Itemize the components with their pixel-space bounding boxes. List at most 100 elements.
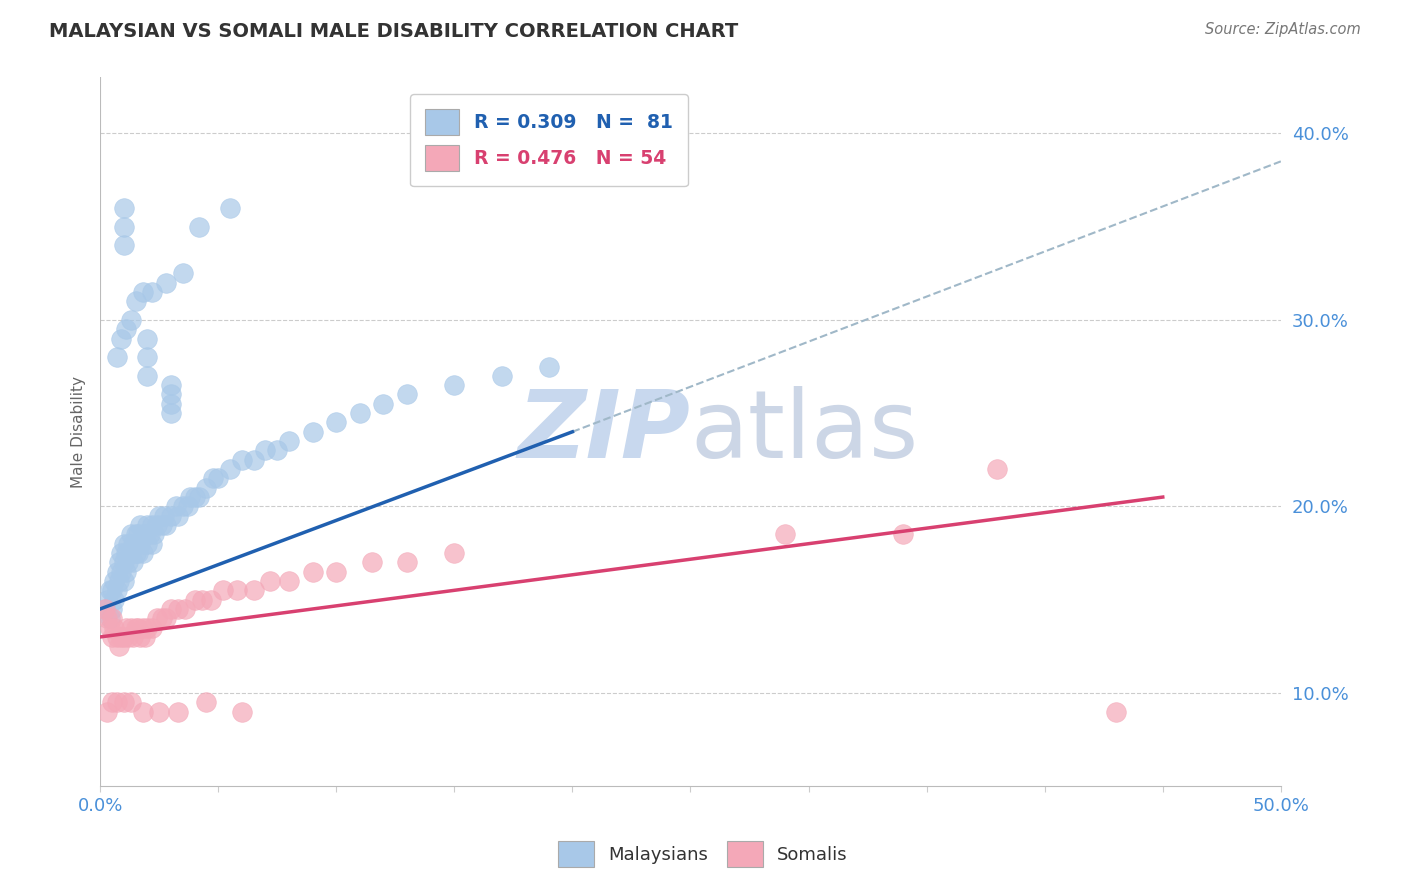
Point — [891, 527, 914, 541]
Point — [183, 592, 205, 607]
Point — [103, 621, 125, 635]
Text: atlas: atlas — [690, 386, 918, 478]
Point — [212, 583, 235, 598]
Point — [136, 621, 159, 635]
Point — [105, 350, 128, 364]
Point — [301, 425, 323, 439]
Text: ZIP: ZIP — [517, 386, 690, 478]
Point — [179, 490, 201, 504]
Point — [120, 546, 142, 560]
Point — [172, 266, 194, 280]
Point — [136, 332, 159, 346]
Point — [101, 602, 124, 616]
Point — [141, 621, 163, 635]
Point — [105, 583, 128, 598]
Point — [360, 555, 382, 569]
Point — [105, 565, 128, 579]
Point — [150, 518, 173, 533]
Point — [98, 621, 121, 635]
Point — [231, 705, 253, 719]
Point — [349, 406, 371, 420]
Point — [120, 313, 142, 327]
Point — [115, 565, 138, 579]
Point — [155, 611, 177, 625]
Point — [167, 705, 190, 719]
Point — [443, 546, 465, 560]
Point — [278, 434, 301, 449]
Point — [259, 574, 281, 588]
Point — [986, 462, 1008, 476]
Point — [155, 276, 177, 290]
Point — [110, 546, 132, 560]
Point — [491, 368, 513, 383]
Point — [146, 611, 169, 625]
Point — [115, 322, 138, 336]
Point — [112, 219, 135, 234]
Point — [131, 705, 153, 719]
Point — [373, 397, 395, 411]
Point — [202, 471, 225, 485]
Point — [226, 583, 249, 598]
Point — [96, 705, 118, 719]
Point — [127, 527, 149, 541]
Point — [160, 602, 183, 616]
Point — [136, 537, 159, 551]
Legend: Malaysians, Somalis: Malaysians, Somalis — [551, 834, 855, 874]
Point — [117, 630, 139, 644]
Point — [1104, 705, 1126, 719]
Point — [94, 602, 117, 616]
Point — [136, 350, 159, 364]
Point — [773, 527, 796, 541]
Point — [143, 527, 166, 541]
Point — [242, 583, 264, 598]
Point — [160, 508, 183, 523]
Point — [165, 500, 187, 514]
Point — [124, 546, 146, 560]
Point — [136, 368, 159, 383]
Point — [112, 201, 135, 215]
Point — [138, 527, 160, 541]
Point — [124, 294, 146, 309]
Point — [207, 471, 229, 485]
Point — [134, 527, 156, 541]
Point — [172, 500, 194, 514]
Point — [141, 537, 163, 551]
Point — [105, 630, 128, 644]
Point — [120, 621, 142, 635]
Point — [112, 695, 135, 709]
Point — [131, 546, 153, 560]
Text: MALAYSIAN VS SOMALI MALE DISABILITY CORRELATION CHART: MALAYSIAN VS SOMALI MALE DISABILITY CORR… — [49, 22, 738, 41]
Point — [266, 443, 288, 458]
Point — [105, 695, 128, 709]
Point — [188, 490, 211, 504]
Point — [120, 695, 142, 709]
Point — [96, 611, 118, 625]
Point — [94, 602, 117, 616]
Point — [98, 583, 121, 598]
Point — [103, 574, 125, 588]
Point — [110, 332, 132, 346]
Point — [131, 527, 153, 541]
Legend: R = 0.309   N =  81, R = 0.476   N = 54: R = 0.309 N = 81, R = 0.476 N = 54 — [411, 94, 688, 186]
Point — [110, 565, 132, 579]
Point — [129, 630, 152, 644]
Text: Source: ZipAtlas.com: Source: ZipAtlas.com — [1205, 22, 1361, 37]
Point — [112, 630, 135, 644]
Point — [117, 537, 139, 551]
Point — [98, 611, 121, 625]
Point — [396, 387, 419, 401]
Point — [141, 285, 163, 299]
Point — [108, 574, 131, 588]
Point — [160, 387, 183, 401]
Point — [108, 640, 131, 654]
Point — [112, 238, 135, 252]
Point — [131, 621, 153, 635]
Point — [301, 565, 323, 579]
Point — [101, 630, 124, 644]
Point — [278, 574, 301, 588]
Point — [153, 508, 176, 523]
Point — [167, 508, 190, 523]
Point — [115, 621, 138, 635]
Point — [103, 592, 125, 607]
Point — [176, 500, 198, 514]
